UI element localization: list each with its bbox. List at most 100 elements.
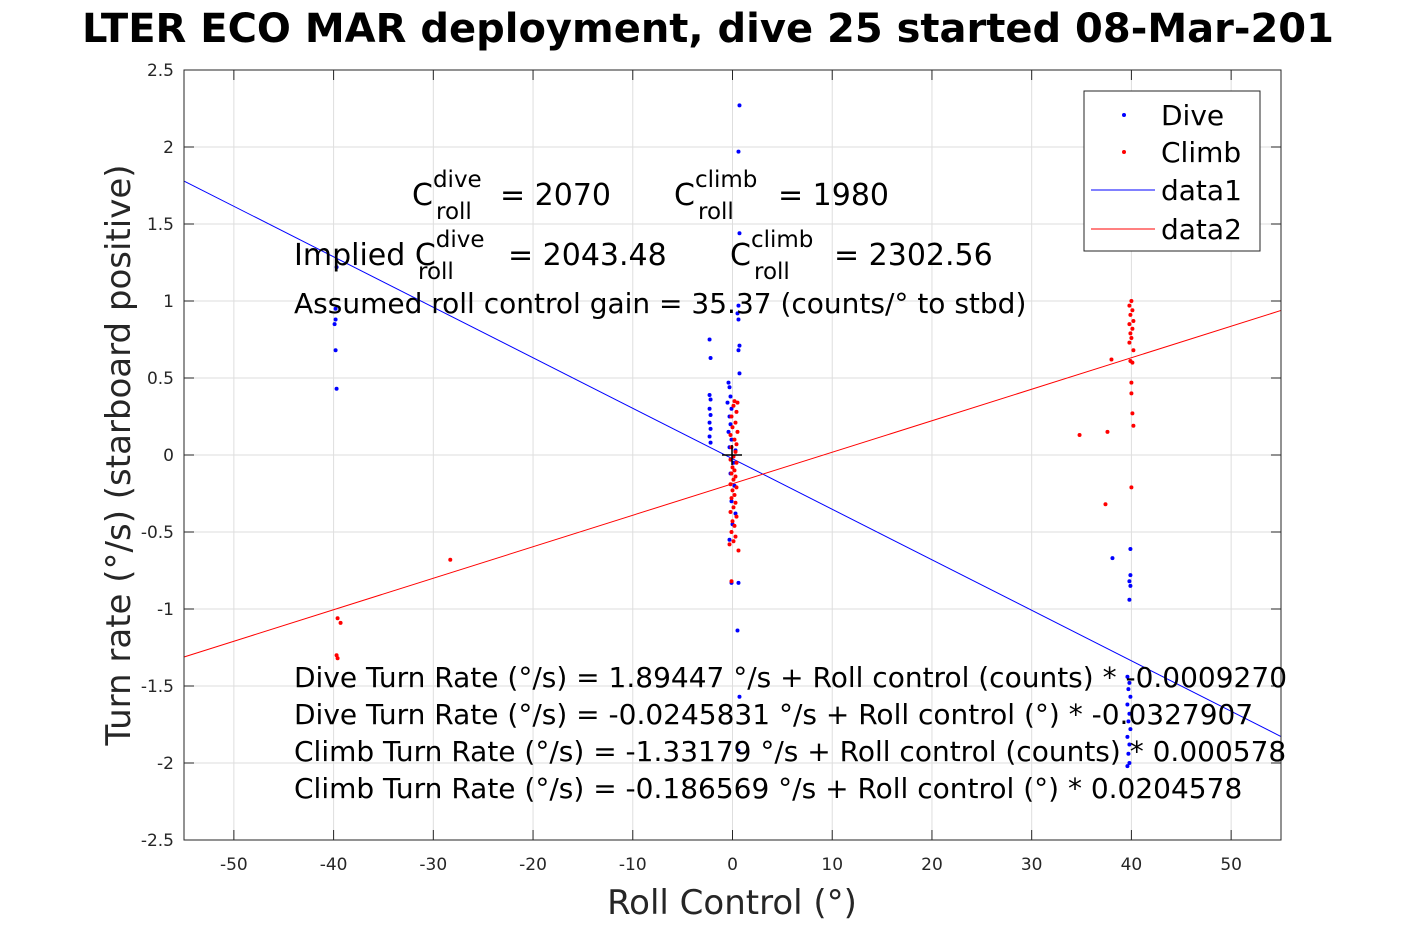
climb-point xyxy=(732,493,737,498)
dive-point xyxy=(333,348,338,353)
climb-point xyxy=(1128,331,1133,336)
dive-point xyxy=(736,317,741,322)
dive-point xyxy=(1128,573,1133,578)
y-tick-label: 2 xyxy=(163,138,174,158)
climb-point xyxy=(730,465,735,470)
dive-point xyxy=(736,149,741,154)
dive-point xyxy=(1125,702,1130,707)
climb-point xyxy=(1129,335,1134,340)
climb-point xyxy=(1127,303,1132,308)
dive-point xyxy=(1126,751,1131,756)
x-tick-label: 50 xyxy=(1220,855,1242,875)
legend-data1-label: data1 xyxy=(1161,174,1242,207)
legend-climb-marker xyxy=(1122,150,1126,154)
dive-point xyxy=(707,337,712,342)
gain-annotation: Assumed roll control gain = 35.37 (count… xyxy=(294,287,1026,320)
climb-point xyxy=(1130,326,1135,331)
climb-point xyxy=(733,449,738,454)
dive-point xyxy=(736,348,741,353)
dive-point xyxy=(735,628,740,633)
climb-point xyxy=(1131,348,1136,353)
fit-line-data2 xyxy=(183,309,1282,658)
climb-point xyxy=(334,653,339,658)
x-tick-label: 0 xyxy=(727,855,738,875)
dive-point xyxy=(735,311,740,316)
legend-dive-label: Dive xyxy=(1161,99,1224,132)
legend-data2-label: data2 xyxy=(1161,213,1242,246)
x-tick-label: -50 xyxy=(220,855,248,875)
climb-point xyxy=(728,432,733,437)
dive-point xyxy=(725,400,730,405)
implied-climb-annotation: Cclimb roll = 2302.56 xyxy=(730,227,993,285)
dive-point xyxy=(726,429,731,434)
origin-marker xyxy=(722,445,742,465)
axis-ticks xyxy=(184,69,1281,841)
data-points xyxy=(332,103,1136,769)
dive-point xyxy=(729,437,734,442)
climb-point xyxy=(734,409,739,414)
y-tick-label: 0 xyxy=(163,446,174,466)
equation-dive-degrees: Dive Turn Rate (°/s) = -0.0245831 °/s + … xyxy=(294,698,1253,731)
dive-point xyxy=(1128,583,1133,588)
legend-box xyxy=(1083,90,1261,252)
legend-dive-marker xyxy=(1122,113,1126,117)
x-tick-labels: -50 -40 -30 -20 -10 0 10 20 30 40 50 xyxy=(220,855,1242,875)
dive-point xyxy=(1128,727,1133,732)
climb-point xyxy=(1129,391,1134,396)
x-axis-label: Roll Control (°) xyxy=(607,883,857,923)
dive-point xyxy=(334,265,339,270)
climb-point xyxy=(1131,319,1136,324)
dive-point xyxy=(1125,764,1130,769)
climb-point xyxy=(1105,429,1110,434)
c-climb-annotation: Cclimb roll = 1980 xyxy=(674,167,889,225)
climb-point xyxy=(1129,380,1134,385)
y-tick-label: -1 xyxy=(157,600,174,620)
x-tick-label: -40 xyxy=(320,855,348,875)
chart-title: LTER ECO MAR deployment, dive 25 started… xyxy=(82,6,1334,52)
climb-point xyxy=(732,437,737,442)
climb-point xyxy=(730,425,735,430)
equation-dive-counts: Dive Turn Rate (°/s) = 1.89447 °/s + Rol… xyxy=(294,661,1287,694)
dive-point xyxy=(708,440,713,445)
climb-point xyxy=(335,656,340,661)
climb-point xyxy=(736,548,741,553)
dive-point xyxy=(707,392,712,397)
climb-point xyxy=(732,399,737,404)
legend: Dive Climb data1 data2 xyxy=(1083,90,1261,252)
climb-point xyxy=(728,482,733,487)
climb-point xyxy=(731,539,736,544)
dive-point xyxy=(728,422,733,427)
climb-point xyxy=(732,468,737,473)
dive-point xyxy=(733,511,738,516)
x-tick-label: 20 xyxy=(921,855,943,875)
climb-point xyxy=(1130,308,1135,313)
y-tick-label: 2.5 xyxy=(147,61,174,81)
dive-point xyxy=(1127,597,1132,602)
y-axis-label: Turn rate (°/s) (starboard positive) xyxy=(99,164,139,746)
equation-climb-counts: Climb Turn Rate (°/s) = -1.33179 °/s + R… xyxy=(294,735,1286,768)
climb-point xyxy=(734,460,739,465)
climb-point xyxy=(734,514,739,519)
climb-point xyxy=(1131,423,1136,428)
climb-point xyxy=(729,471,734,476)
dive-point xyxy=(1127,579,1132,584)
dive-point xyxy=(1110,556,1115,561)
climb-point xyxy=(729,496,734,501)
implied-dive-annotation: Implied Cdive roll = 2043.48 xyxy=(294,227,667,285)
dive-point xyxy=(737,343,742,348)
y-tick-label: 0.5 xyxy=(147,369,174,389)
dive-point xyxy=(1127,711,1132,716)
dive-point xyxy=(729,499,734,504)
dive-point xyxy=(728,394,733,399)
dive-point xyxy=(736,580,741,585)
dive-point xyxy=(708,412,713,417)
legend-climb-label: Climb xyxy=(1161,136,1241,169)
dive-point xyxy=(1128,546,1133,551)
dive-point xyxy=(737,371,742,376)
climb-point xyxy=(733,474,738,479)
dive-point xyxy=(333,317,338,322)
dive-point xyxy=(1127,761,1132,765)
climb-point xyxy=(730,519,735,524)
climb-point xyxy=(731,477,736,482)
